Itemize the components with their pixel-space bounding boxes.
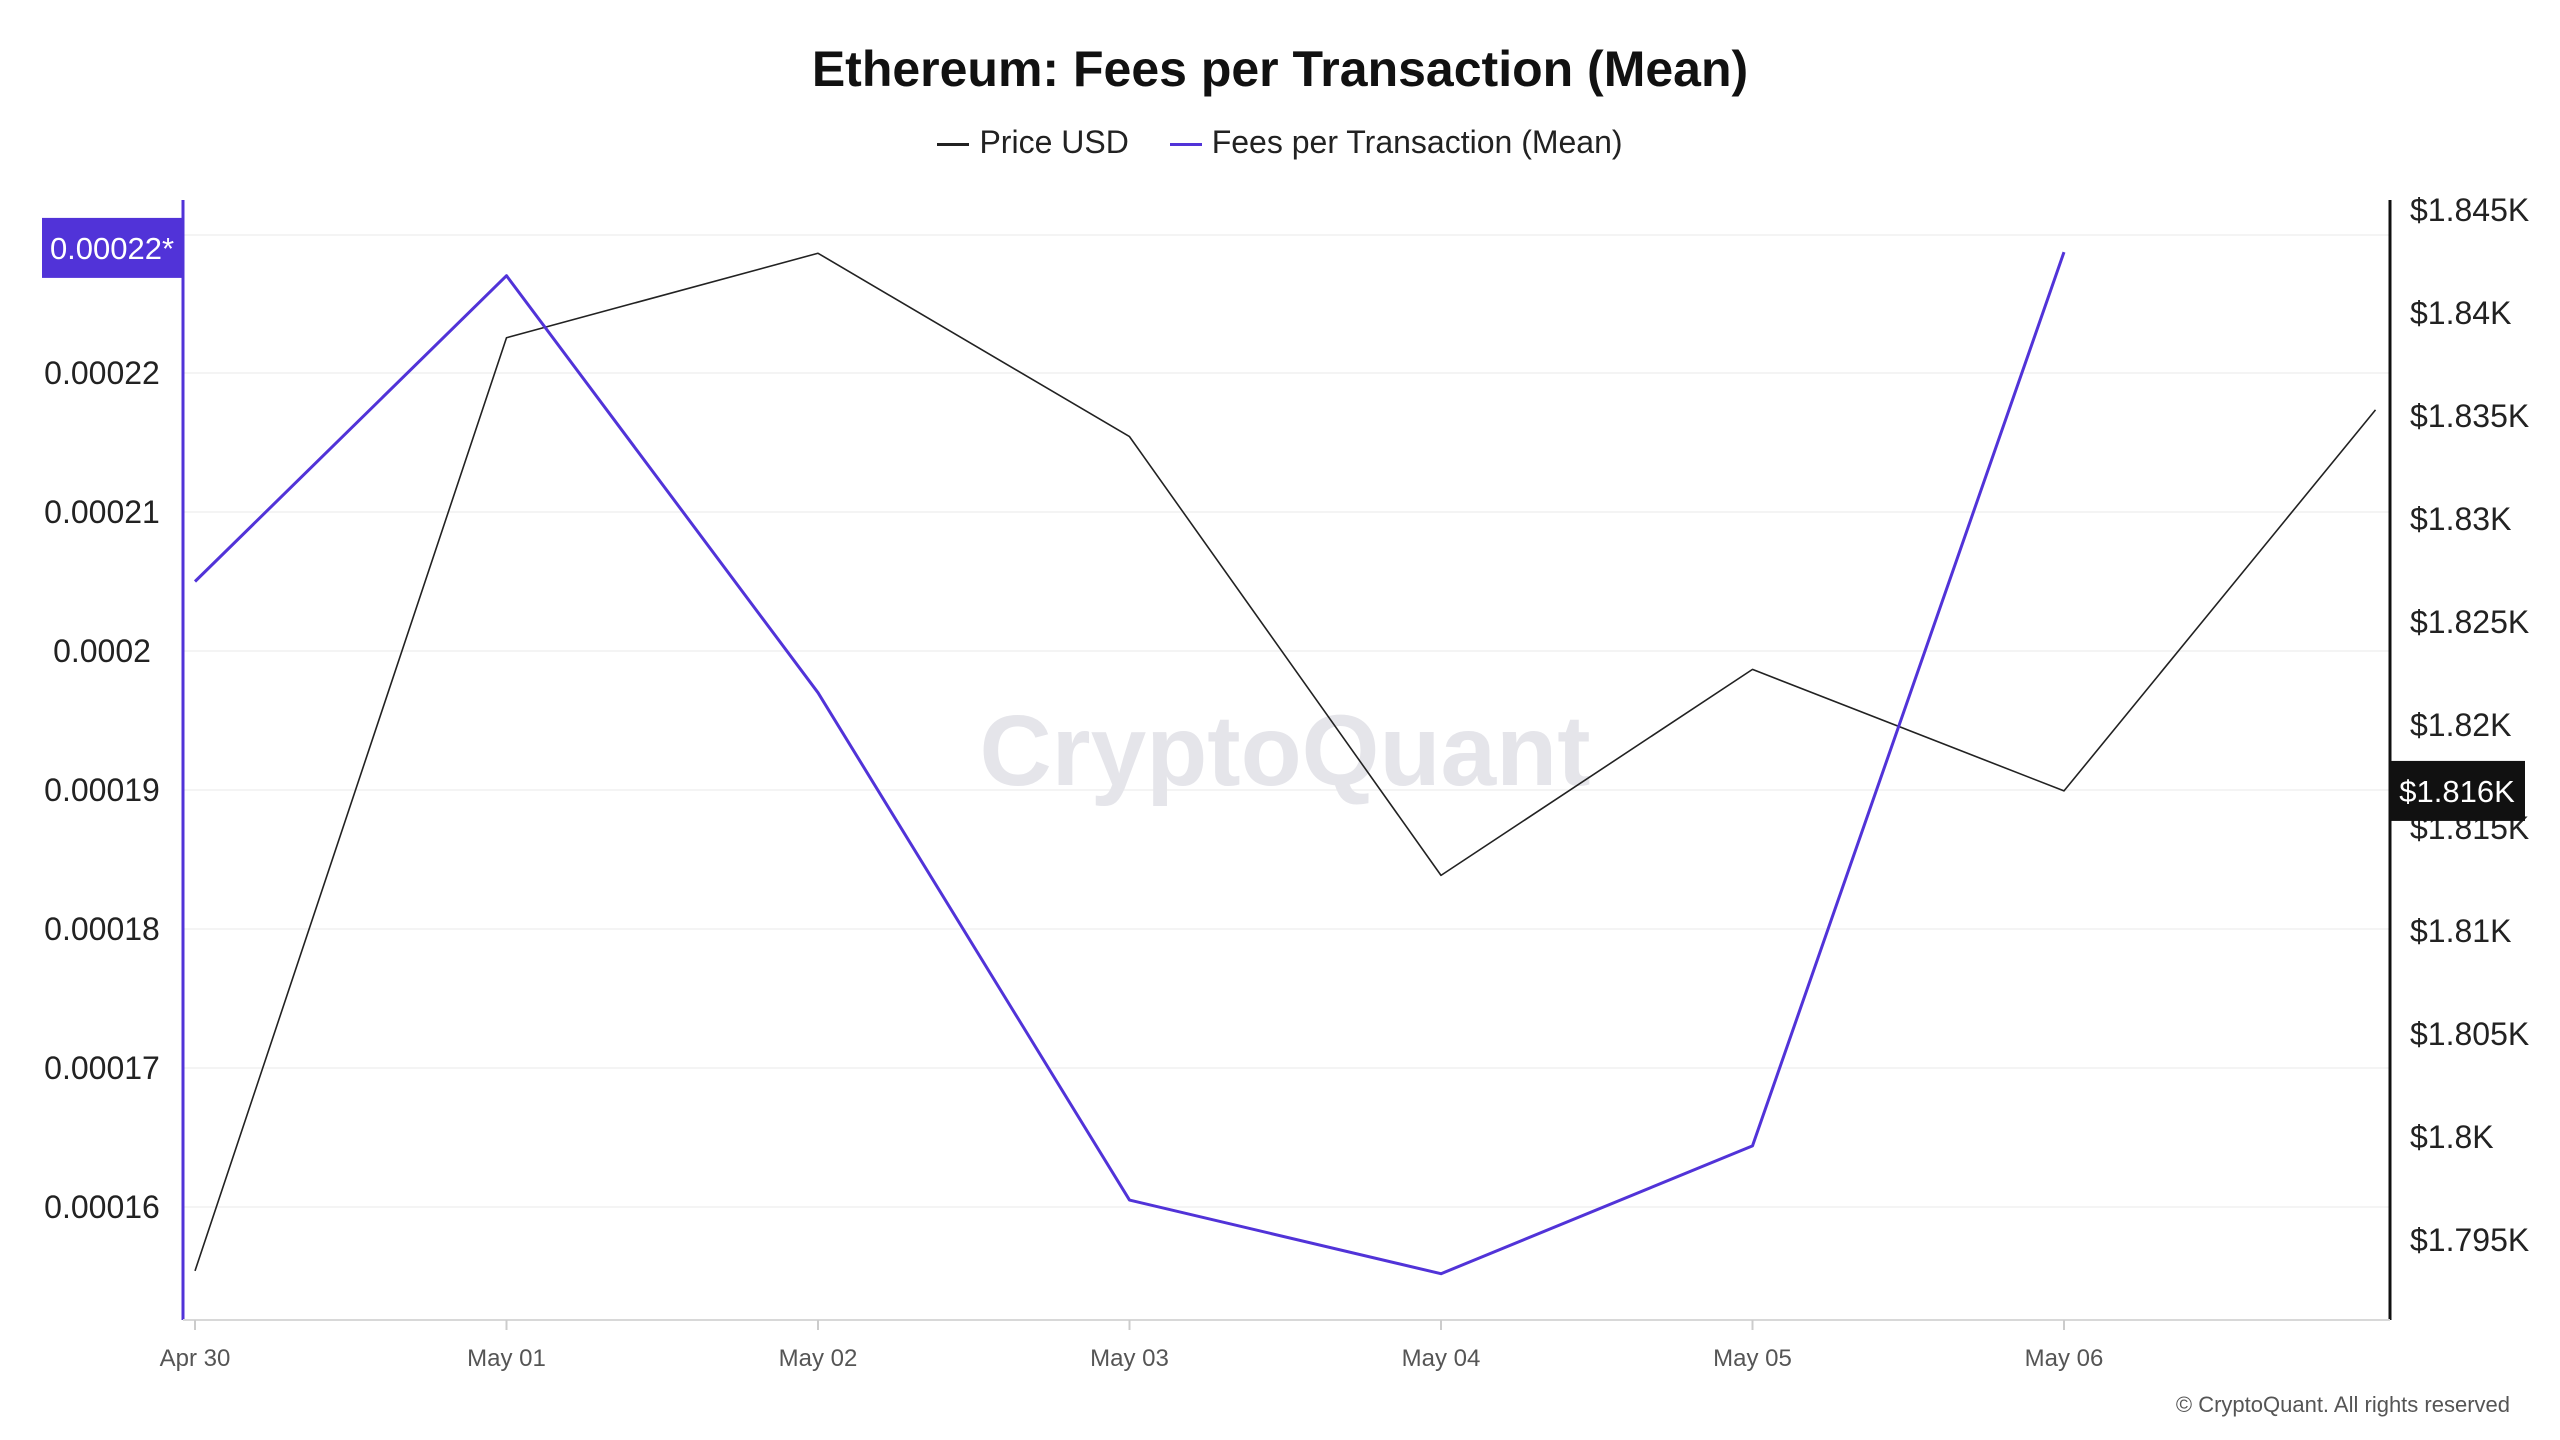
y-left-tick-label: 0.00018 xyxy=(44,911,160,947)
x-tick-label: May 02 xyxy=(779,1345,858,1372)
y-right-tick-label: $1.795K xyxy=(2410,1222,2529,1258)
series-layer xyxy=(193,251,2377,1276)
y-right-tick-label: $1.805K xyxy=(2410,1016,2529,1052)
badge-layer: 0.00022* $1.816K xyxy=(42,217,2525,821)
axes-layer xyxy=(181,200,2392,1330)
y-right-tick-label: $1.81K xyxy=(2410,913,2511,949)
right-axis-current-value: $1.816K xyxy=(2399,774,2515,809)
x-tick-label: Apr 30 xyxy=(160,1345,231,1372)
y-left-tick-label: 0.0002 xyxy=(53,633,151,669)
right-axis-current-badge xyxy=(2390,760,2525,821)
legend-item-price[interactable]: Price USD xyxy=(937,124,1129,161)
x-tick-label: May 04 xyxy=(1402,1345,1481,1372)
left-axis-current-badge xyxy=(42,217,183,278)
legend: Price USD Fees per Transaction (Mean) xyxy=(0,124,2560,161)
copyright-notice: © CryptoQuant. All rights reserved xyxy=(2175,1392,2510,1417)
legend-label-price: Price USD xyxy=(979,124,1129,160)
legend-swatch-fees xyxy=(1169,143,1202,147)
x-tick-label: May 05 xyxy=(1713,1345,1792,1372)
left-axis-current-value: 0.00022* xyxy=(50,231,174,266)
y-right-tick-label: $1.845K xyxy=(2410,192,2529,228)
y-right-tick-label: $1.84K xyxy=(2410,295,2511,331)
x-tick-label: May 03 xyxy=(1090,1345,1169,1372)
y-left-tick-label: 0.00019 xyxy=(44,772,160,808)
y-left-tick-label: 0.00021 xyxy=(44,494,160,530)
x-tick-label: May 06 xyxy=(2025,1345,2104,1372)
y-right-tick-label: $1.835K xyxy=(2410,398,2529,434)
watermark: CryptoQuant xyxy=(979,695,1590,807)
x-tick-label: May 01 xyxy=(467,1345,546,1372)
chart-title: Ethereum: Fees per Transaction (Mean) xyxy=(811,41,1749,97)
y-right-tick-label: $1.8K xyxy=(2410,1119,2494,1155)
y-left-tick-label: 0.00022 xyxy=(44,355,160,391)
y-left-tick-label: 0.00016 xyxy=(44,1189,160,1225)
legend-label-fees: Fees per Transaction (Mean) xyxy=(1211,124,1623,160)
price-usd-line xyxy=(194,252,2377,1272)
y-right-tick-label: $1.825K xyxy=(2410,604,2529,640)
y-right-tick-label: $1.82K xyxy=(2410,707,2511,743)
legend-item-fees[interactable]: Fees per Transaction (Mean) xyxy=(1169,124,1623,161)
legend-swatch-price xyxy=(937,143,970,147)
y-right-tick-label: $1.83K xyxy=(2410,501,2511,537)
labels-layer: Apr 30 May 01 May 02 May 03 May 04 May 05 May … xyxy=(44,192,2529,1372)
y-left-tick-label: 0.00017 xyxy=(44,1050,160,1086)
